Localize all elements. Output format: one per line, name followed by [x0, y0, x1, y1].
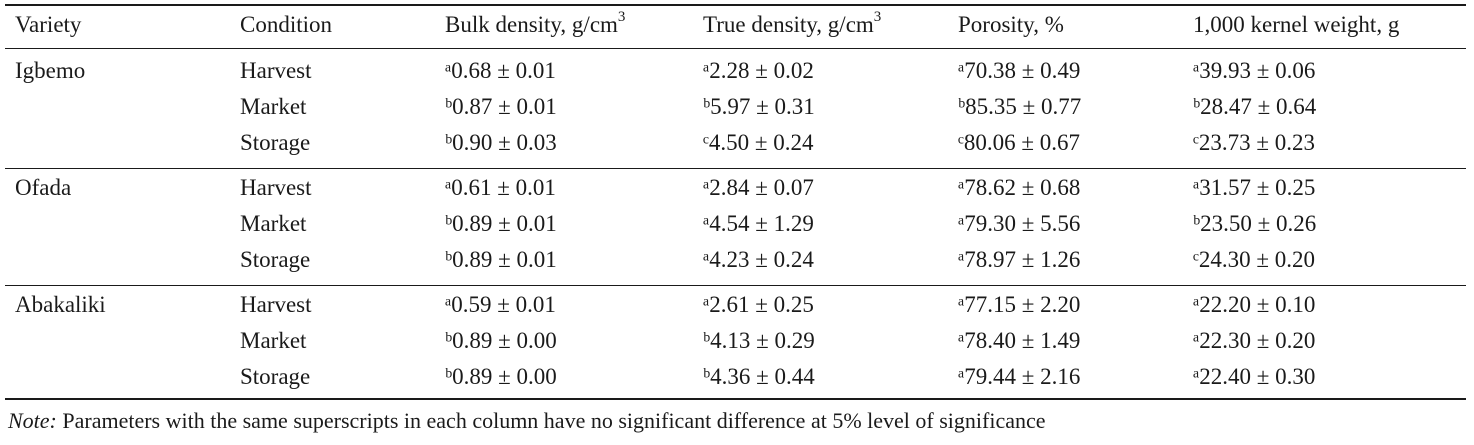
top-rule	[5, 4, 1466, 6]
cell-kernel-weight: ᵃ31.57 ± 0.25	[1193, 175, 1316, 200]
cell-kernel-weight: ᵃ39.93 ± 0.06	[1193, 58, 1316, 83]
cell-condition: Storage	[240, 130, 311, 155]
cell-porosity: ᵃ78.62 ± 0.68	[958, 175, 1081, 200]
header-true-density: True density, g/cm3	[703, 9, 882, 39]
cell-porosity: ᵃ77.15 ± 2.20	[958, 292, 1081, 317]
note-label: Note:	[8, 408, 57, 433]
cell-variety: Igbemo	[15, 58, 86, 83]
cell-bulk-density: ᵇ0.89 ± 0.00	[445, 364, 557, 389]
cell-bulk-density: ᵃ0.68 ± 0.01	[445, 58, 556, 83]
bottom-rule	[5, 398, 1466, 400]
cell-condition: Harvest	[240, 292, 312, 317]
cell-kernel-weight: ᶜ23.73 ± 0.23	[1193, 130, 1316, 155]
cell-true-density: ᵇ4.36 ± 0.44	[703, 364, 815, 389]
cell-porosity: ᵃ79.30 ± 5.56	[958, 211, 1081, 236]
header-kernel-weight: 1,000 kernel weight, g	[1193, 12, 1400, 37]
cell-kernel-weight: ᶜ24.30 ± 0.20	[1193, 247, 1316, 272]
header-true-density-superscript: 3	[873, 9, 882, 26]
note-text: Parameters with the same superscripts in…	[56, 408, 1046, 433]
header-variety: Variety	[15, 12, 82, 37]
group-divider-1	[5, 168, 1466, 169]
cell-true-density: ᵃ4.54 ± 1.29	[703, 211, 814, 236]
group-divider-2	[5, 285, 1466, 286]
cell-true-density: ᶜ4.50 ± 0.24	[703, 130, 814, 155]
cell-condition: Market	[240, 328, 307, 353]
cell-variety: Ofada	[15, 175, 72, 200]
header-true-density-label: True density, g/cm	[703, 12, 874, 37]
cell-true-density: ᵃ2.28 ± 0.02	[703, 58, 814, 83]
header-porosity: Porosity, %	[958, 12, 1064, 37]
cell-bulk-density: ᵃ0.61 ± 0.01	[445, 175, 556, 200]
cell-true-density: ᵃ4.23 ± 0.24	[703, 247, 814, 272]
cell-bulk-density: ᵇ0.89 ± 0.00	[445, 328, 557, 353]
cell-porosity: ᵃ79.44 ± 2.16	[958, 364, 1081, 389]
cell-kernel-weight: ᵇ23.50 ± 0.26	[1193, 211, 1317, 236]
header-bulk-density-label: Bulk density, g/cm	[445, 12, 618, 37]
cell-bulk-density: ᵇ0.89 ± 0.01	[445, 247, 557, 272]
header-bulk-density: Bulk density, g/cm3	[445, 9, 626, 39]
cell-condition: Storage	[240, 247, 311, 272]
cell-porosity: ᵃ70.38 ± 0.49	[958, 58, 1081, 83]
cell-porosity: ᵇ85.35 ± 0.77	[958, 94, 1082, 119]
cell-kernel-weight: ᵇ28.47 ± 0.64	[1193, 94, 1317, 119]
header-rule	[5, 48, 1466, 49]
cell-variety: Abakaliki	[15, 292, 106, 317]
cell-true-density: ᵃ2.61 ± 0.25	[703, 292, 814, 317]
cell-condition: Market	[240, 94, 307, 119]
header-condition: Condition	[240, 12, 333, 37]
header-bulk-density-superscript: 3	[617, 9, 626, 26]
table-note: Note: Parameters with the same superscri…	[8, 407, 1046, 435]
cell-true-density: ᵇ5.97 ± 0.31	[703, 94, 815, 119]
cell-bulk-density: ᵃ0.59 ± 0.01	[445, 292, 556, 317]
cell-condition: Storage	[240, 364, 311, 389]
cell-bulk-density: ᵇ0.90 ± 0.03	[445, 130, 557, 155]
cell-condition: Harvest	[240, 58, 312, 83]
cell-true-density: ᵇ4.13 ± 0.29	[703, 328, 815, 353]
cell-porosity: ᵃ78.97 ± 1.26	[958, 247, 1081, 272]
cell-porosity: ᵃ78.40 ± 1.49	[958, 328, 1081, 353]
cell-porosity: ᶜ80.06 ± 0.67	[958, 130, 1081, 155]
cell-kernel-weight: ᵃ22.40 ± 0.30	[1193, 364, 1316, 389]
cell-true-density: ᵃ2.84 ± 0.07	[703, 175, 814, 200]
cell-condition: Market	[240, 211, 307, 236]
cell-bulk-density: ᵇ0.89 ± 0.01	[445, 211, 557, 236]
cell-kernel-weight: ᵃ22.30 ± 0.20	[1193, 328, 1316, 353]
cell-condition: Harvest	[240, 175, 312, 200]
cell-bulk-density: ᵇ0.87 ± 0.01	[445, 94, 557, 119]
cell-kernel-weight: ᵃ22.20 ± 0.10	[1193, 292, 1316, 317]
